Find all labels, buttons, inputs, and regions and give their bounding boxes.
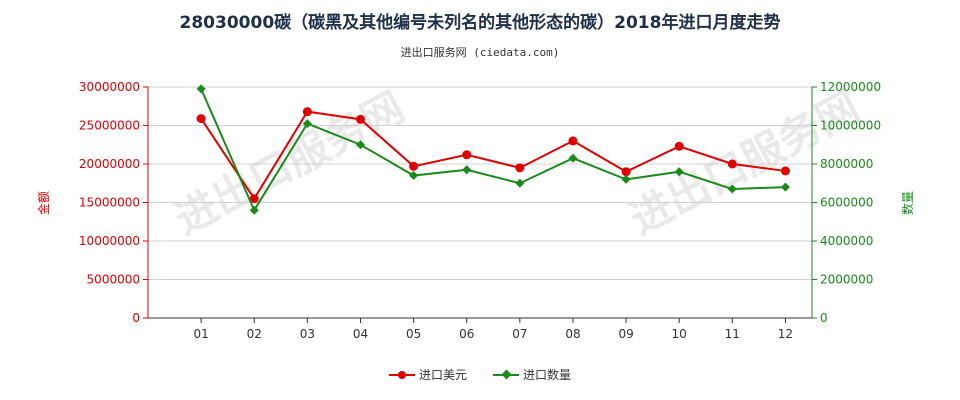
y-right-axis-label: 数量 (900, 191, 915, 215)
x-tick-label: 04 (353, 327, 368, 341)
y-right-tick-label: 8000000 (820, 157, 873, 171)
chart-legend: 进口美元 进口数量 (0, 366, 960, 383)
y-right-tick-label: 12000000 (820, 80, 881, 94)
legend-label-amount: 进口美元 (418, 368, 467, 382)
data-point-0-5 (462, 150, 472, 160)
data-point-1-3 (355, 140, 365, 150)
data-point-1-9 (674, 167, 684, 177)
data-point-0-7 (568, 136, 578, 146)
x-tick-label: 06 (459, 327, 474, 341)
data-point-1-5 (462, 165, 472, 175)
x-tick-label: 11 (725, 327, 740, 341)
data-point-0-10 (727, 159, 737, 169)
legend-swatch-amount (388, 370, 415, 380)
y-right-tick-label: 2000000 (820, 273, 873, 287)
y-left-tick-label: 25000000 (79, 119, 140, 133)
series-line-0 (200, 110, 786, 201)
x-tick-label: 07 (512, 327, 527, 341)
data-point-1-2 (302, 119, 312, 129)
x-tick-label: 08 (565, 327, 580, 341)
data-point-1-4 (409, 171, 419, 181)
legend-item-quantity[interactable]: 进口数量 (493, 366, 571, 383)
y-left-tick-label: 5000000 (87, 273, 140, 287)
data-point-1-8 (621, 174, 631, 184)
data-point-1-1 (249, 205, 259, 215)
x-tick-label: 09 (618, 327, 633, 341)
x-tick-label: 03 (300, 327, 315, 341)
y-left-tick-label: 15000000 (79, 196, 140, 210)
data-point-0-3 (355, 114, 365, 124)
y-left-tick-label: 0 (132, 311, 140, 325)
data-point-0-8 (621, 167, 631, 177)
data-point-0-0 (196, 114, 206, 124)
legend-swatch-quantity (493, 369, 519, 380)
data-point-0-11 (780, 166, 790, 176)
y-right-tick-label: 10000000 (820, 119, 881, 133)
x-tick-label: 12 (778, 327, 793, 341)
chart-subtitle: 进出口服务网 (ciedata.com) (400, 46, 560, 59)
data-point-1-0 (196, 84, 206, 94)
data-point-0-6 (515, 163, 525, 173)
data-point-1-10 (727, 184, 737, 194)
y-right-tick-label: 0 (820, 311, 828, 325)
watermark-0: 进出口服务网 (167, 82, 413, 244)
y-left-axis-label: 金额 (36, 191, 51, 215)
x-tick-label: 05 (406, 327, 421, 341)
y-left-tick-label: 10000000 (79, 234, 140, 248)
y-right-tick-label: 4000000 (820, 234, 873, 248)
data-point-0-2 (302, 107, 312, 117)
chart-title: 28030000碳（碳黑及其他编号未列名的其他形态的碳）2018年进口月度走势 (179, 13, 781, 33)
legend-item-amount[interactable]: 进口美元 (388, 366, 467, 383)
data-point-1-6 (515, 178, 525, 188)
data-point-0-1 (249, 194, 259, 204)
data-point-0-4 (409, 161, 419, 171)
data-point-0-9 (674, 141, 684, 151)
legend-label-quantity: 进口数量 (523, 368, 572, 382)
series-line-1 (200, 88, 786, 213)
data-point-1-7 (568, 153, 578, 163)
x-tick-label: 02 (247, 327, 262, 341)
y-left-tick-label: 20000000 (79, 157, 140, 171)
y-left-tick-label: 30000000 (79, 80, 140, 94)
x-tick-label: 01 (193, 327, 208, 341)
data-point-1-11 (780, 182, 790, 192)
x-tick-label: 10 (672, 327, 687, 341)
y-right-tick-label: 6000000 (820, 196, 873, 210)
